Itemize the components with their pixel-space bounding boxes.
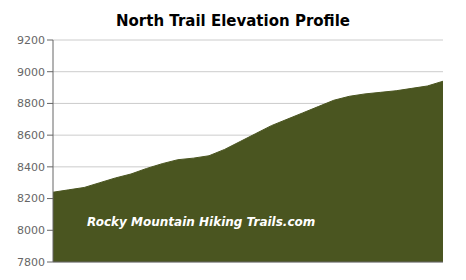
svg-text:8800: 8800 xyxy=(17,97,45,110)
svg-text:8400: 8400 xyxy=(17,161,45,174)
svg-text:7800: 7800 xyxy=(17,256,45,269)
svg-text:8000: 8000 xyxy=(17,224,45,237)
html-text:North Trail Elevation Profile: North Trail Elevation Profile xyxy=(116,12,350,30)
svg-text:8200: 8200 xyxy=(17,192,45,205)
html-text:Rocky Mountain Hiking Trails.c: Rocky Mountain Hiking Trails.com xyxy=(87,215,316,229)
svg-text:8600: 8600 xyxy=(17,129,45,142)
svg-text:9200: 9200 xyxy=(17,34,45,47)
svg-text:9000: 9000 xyxy=(17,66,45,79)
